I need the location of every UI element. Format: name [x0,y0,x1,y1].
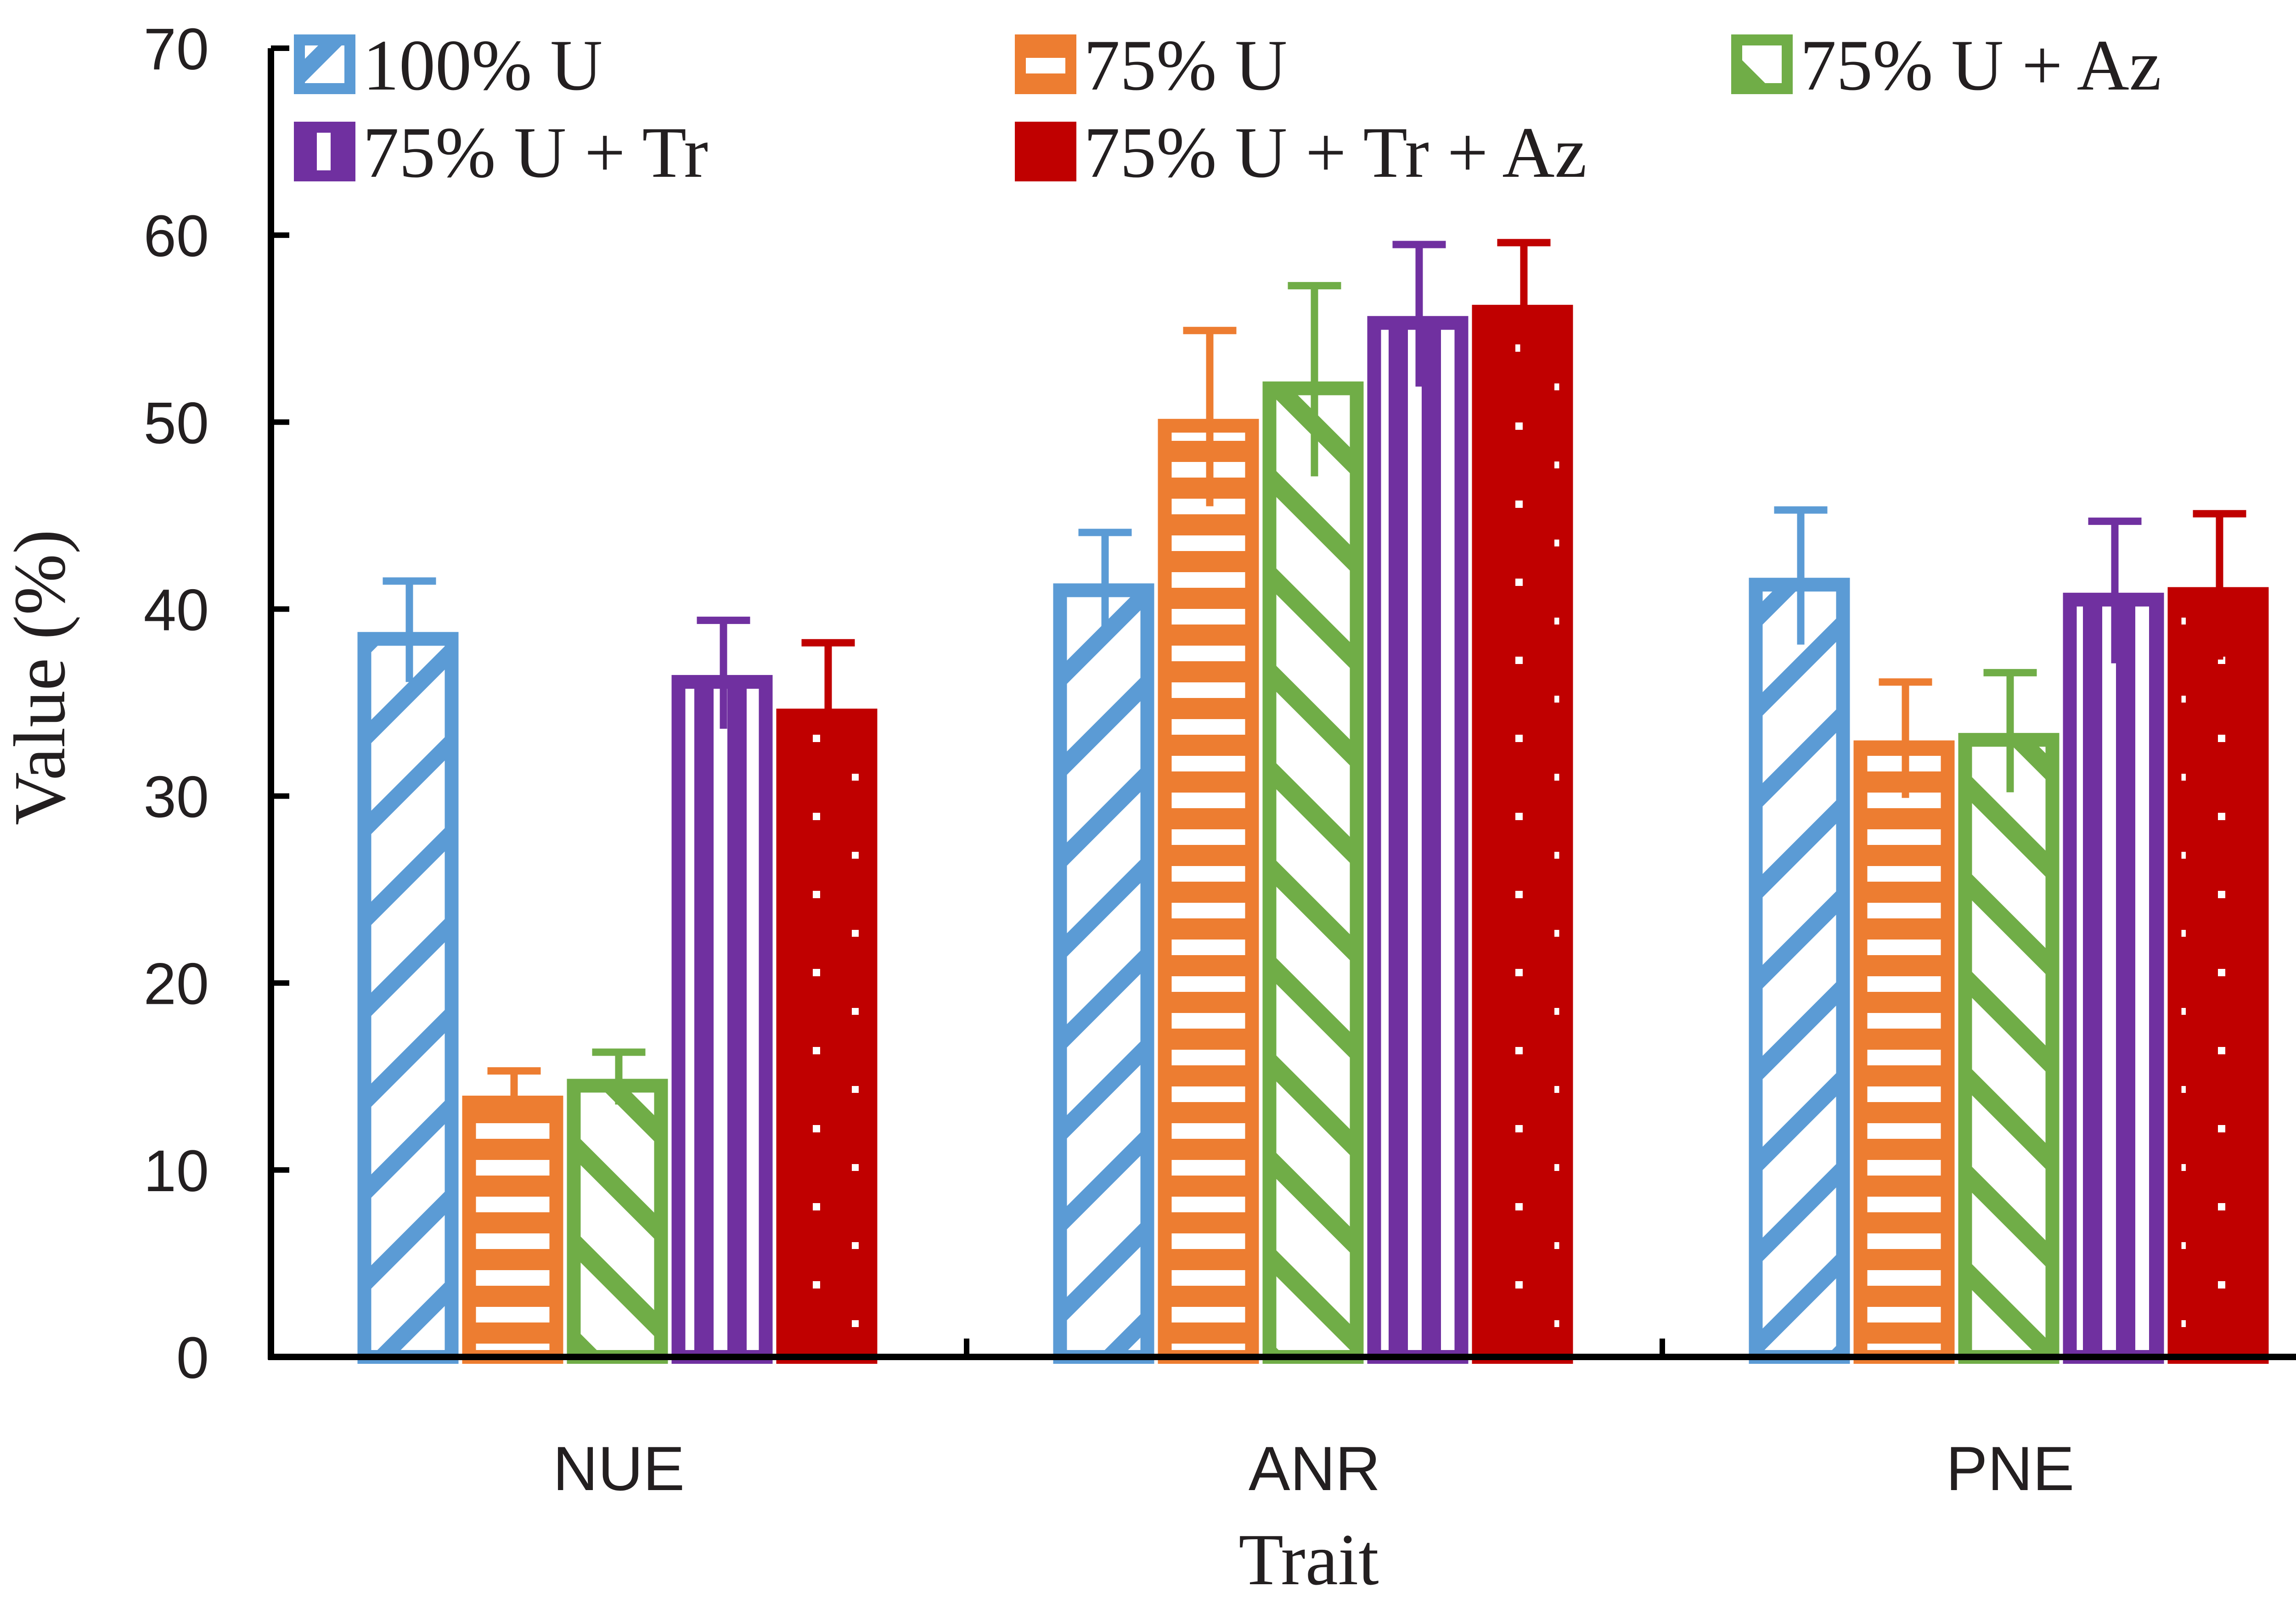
error-bar-pne-series-3 [1983,669,2037,793]
y-tick-label: 50 [144,390,209,456]
legend-label: 75% U [1084,25,1287,106]
error-bar-anr-series-3 [1288,282,1341,477]
legend-entry-4: 75% U + Tr [294,113,708,193]
y-tick-label: 30 [144,765,209,830]
bar-nue-series-3 [567,1079,668,1364]
legend-label: 100% U [363,25,602,106]
y-tick-label: 70 [144,17,209,82]
x-tick-label-nue: NUE [553,1434,685,1503]
y-tick-label: 20 [144,951,209,1017]
legend: 100% U 75% U 75% U + Az 75% U + Tr 75% U + T… [294,25,2161,193]
legend-swatch [1015,34,1076,94]
bar-anr-series-1 [1053,583,1154,1364]
bar-anr-series-4 [1367,316,1469,1364]
legend-entry-2: 75% U [1015,25,1287,106]
legend-swatch [1731,34,1793,94]
error-bar-pne-series-1 [1774,506,1828,645]
error-bar-anr-series-1 [1078,529,1132,634]
legend-entry-1: 100% U [294,25,602,106]
error-bar-pne-series-5 [2193,510,2246,660]
legend-entry-5: 75% U + Tr + Az [1015,113,1587,193]
legend-label: 75% U + Tr + Az [1084,113,1587,193]
y-tick-label: 0 [176,1325,209,1391]
error-bar-nue-series-1 [383,577,436,682]
y-tick-label: 10 [144,1138,209,1204]
bar-anr-series-3 [1262,381,1364,1364]
y-axis-title: Value (%) [0,529,80,825]
bar-nue-series-2 [462,1096,563,1364]
legend-swatch [294,34,355,94]
error-bar-nue-series-3 [592,1048,646,1105]
x-tick-label-pne: PNE [1946,1434,2075,1503]
bar-pne-series-5 [2167,587,2269,1364]
x-tick-label-anr: ANR [1249,1434,1380,1503]
bar-pne-series-4 [2063,592,2164,1364]
legend-label: 75% U + Az [1800,25,2161,106]
x-axis-title: Trait [1238,1519,1379,1598]
error-bar-pne-series-2 [1879,678,1932,798]
axes: NUE ANR PNE 0 10 20 30 40 50 60 70 [144,17,2296,1503]
legend-swatch [294,122,355,181]
error-bar-nue-series-5 [801,639,855,774]
error-bar-nue-series-4 [697,616,750,729]
error-bar-anr-series-4 [1392,241,1446,387]
bar-anr-series-2 [1158,419,1259,1364]
bar-pne-series-2 [1853,740,1955,1364]
bar-nue-series-5 [776,709,878,1364]
bar-pne-series-3 [1958,733,2060,1364]
bar-pne-series-1 [1749,578,1850,1364]
error-bars-layer [383,239,2246,1120]
error-bar-anr-series-2 [1183,326,1237,506]
bar-nue-series-1 [357,632,459,1364]
error-bar-nue-series-2 [487,1067,541,1120]
y-tick-label: 60 [144,203,209,269]
legend-label: 75% U + Tr [363,113,708,193]
bar-nue-series-4 [671,675,773,1364]
legend-entry-3: 75% U + Az [1731,25,2161,106]
y-tick-label: 40 [144,577,209,643]
bar-anr-series-5 [1472,304,1573,1364]
error-bar-pne-series-4 [2088,518,2142,664]
error-bar-anr-series-5 [1497,239,1551,366]
legend-swatch [1015,122,1076,181]
